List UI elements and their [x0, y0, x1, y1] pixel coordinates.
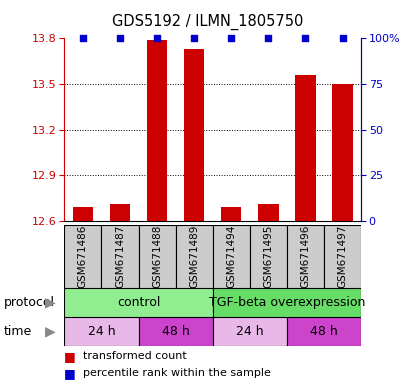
Text: TGF-beta overexpression: TGF-beta overexpression: [209, 296, 365, 309]
Point: [228, 35, 234, 41]
Text: 24 h: 24 h: [236, 325, 264, 338]
Text: ▶: ▶: [44, 324, 55, 338]
Bar: [64, 288, 213, 317]
Point: [117, 35, 123, 41]
Bar: [332, 84, 353, 221]
Point: [339, 35, 346, 41]
Text: GDS5192 / ILMN_1805750: GDS5192 / ILMN_1805750: [112, 13, 303, 30]
Bar: [221, 207, 242, 221]
Text: 48 h: 48 h: [310, 325, 338, 338]
Bar: [101, 225, 139, 288]
Text: time: time: [4, 325, 32, 338]
Text: GSM671489: GSM671489: [189, 225, 199, 288]
Bar: [258, 204, 278, 221]
Text: ■: ■: [64, 350, 76, 363]
Text: GSM671495: GSM671495: [264, 225, 273, 288]
Text: percentile rank within the sample: percentile rank within the sample: [83, 368, 271, 378]
Text: protocol: protocol: [4, 296, 55, 309]
Bar: [287, 225, 324, 288]
Point: [80, 35, 86, 41]
Point: [154, 35, 160, 41]
Bar: [110, 204, 130, 221]
Text: GSM671496: GSM671496: [300, 225, 310, 288]
Point: [265, 35, 272, 41]
Bar: [295, 75, 316, 221]
Bar: [250, 225, 287, 288]
Text: control: control: [117, 296, 160, 309]
Bar: [176, 225, 213, 288]
Text: transformed count: transformed count: [83, 351, 187, 361]
Bar: [147, 40, 167, 221]
Text: GSM671486: GSM671486: [78, 225, 88, 288]
Bar: [213, 288, 361, 317]
Bar: [184, 49, 204, 221]
Bar: [287, 317, 361, 346]
Text: GSM671494: GSM671494: [226, 225, 236, 288]
Text: GSM671488: GSM671488: [152, 225, 162, 288]
Bar: [64, 317, 139, 346]
Bar: [213, 317, 287, 346]
Bar: [139, 225, 176, 288]
Text: GSM671487: GSM671487: [115, 225, 125, 288]
Bar: [139, 317, 213, 346]
Point: [302, 35, 309, 41]
Text: ▶: ▶: [44, 295, 55, 310]
Text: 24 h: 24 h: [88, 325, 115, 338]
Text: GSM671497: GSM671497: [337, 225, 347, 288]
Bar: [64, 225, 101, 288]
Point: [191, 35, 198, 41]
Bar: [213, 225, 250, 288]
Bar: [324, 225, 361, 288]
Text: 48 h: 48 h: [162, 325, 190, 338]
Bar: [73, 207, 93, 221]
Text: ■: ■: [64, 367, 76, 380]
